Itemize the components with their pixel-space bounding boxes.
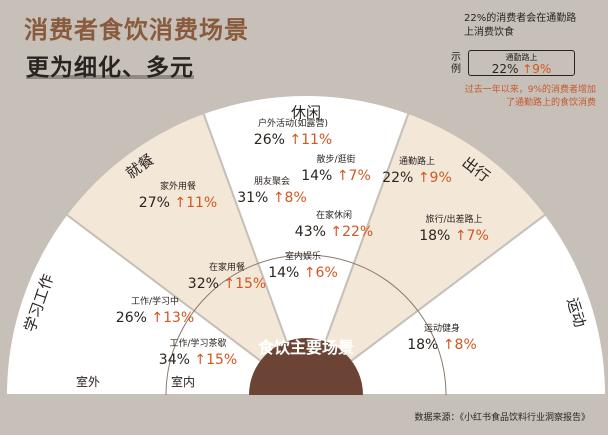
scene-name: 工作/学习茶歇 xyxy=(169,337,226,349)
scene-pct: 34% xyxy=(159,352,195,368)
up-arrow-icon: ↑ xyxy=(304,265,316,281)
scene-change: 6% xyxy=(316,265,338,281)
up-arrow-icon: ↑ xyxy=(455,228,467,244)
ring-label-indoor: 室内 xyxy=(171,374,195,389)
center-label: 食饮主要场景 xyxy=(257,338,354,357)
scene-name: 朋友聚会 xyxy=(254,175,290,187)
scene-name: 工作/学习中 xyxy=(131,295,179,307)
scene-pct: 14% xyxy=(268,265,304,281)
ring-label-outdoor: 室外 xyxy=(76,374,100,389)
scene-change: 8% xyxy=(455,337,477,353)
scene-pct: 32% xyxy=(188,276,224,292)
scene-value: 22% ↑9% xyxy=(382,170,452,186)
scene-value: 18% ↑8% xyxy=(407,337,477,353)
scene-pct: 27% xyxy=(139,195,175,211)
scene-change: 7% xyxy=(467,228,489,244)
scene-change: 13% xyxy=(163,310,194,326)
scene-value: 27% ↑11% xyxy=(139,195,217,211)
page-subtitle: 更为细化、多元 xyxy=(26,55,194,81)
sector-出行 xyxy=(303,111,547,398)
scene-change: 11% xyxy=(301,132,332,148)
scene-change: 11% xyxy=(186,195,217,211)
scene-name: 通勤路上 xyxy=(399,155,435,167)
sector-休闲 xyxy=(202,94,410,398)
center-core xyxy=(249,338,363,395)
subtitle-underline xyxy=(26,75,194,79)
legend-example-pct: 22% xyxy=(491,62,519,76)
scene-change: 9% xyxy=(430,170,452,186)
up-arrow-icon: ↑ xyxy=(273,190,285,206)
scene-name: 室内娱乐 xyxy=(285,250,321,262)
scene-change: 22% xyxy=(342,224,373,240)
scene-name: 户外活动(如露营) xyxy=(258,117,328,129)
scene-name: 旅行/出差路上 xyxy=(425,213,482,225)
scene-value: 14% ↑6% xyxy=(268,265,338,281)
scene-pct: 26% xyxy=(254,132,290,148)
scene-name: 散步/逛街 xyxy=(316,153,355,165)
legend-example-box: 通勤路上 22% ↑9% xyxy=(468,50,575,76)
sector-运动 xyxy=(303,213,608,396)
scene-value: 34% ↑15% xyxy=(159,352,237,368)
scene-change: 15% xyxy=(235,276,266,292)
scene-change: 15% xyxy=(206,352,237,368)
up-arrow-icon: ↑ xyxy=(151,310,163,326)
up-arrow-icon: ↑ xyxy=(174,195,186,211)
scene-change: 8% xyxy=(285,190,307,206)
scene-pct: 22% xyxy=(382,170,418,186)
legend-description: 22%的消费者会在通勤路上消费饮食 xyxy=(464,13,577,38)
scene-pct: 26% xyxy=(116,310,152,326)
sector-就餐 xyxy=(65,111,309,398)
legend-example-name: 通勤路上 xyxy=(505,53,538,62)
scene-pct: 14% xyxy=(301,168,337,184)
legend-note: 过去一年以来，9%的消费者增加了通勤路上的食饮消费 xyxy=(464,85,596,108)
scene-value: 31% ↑8% xyxy=(237,190,307,206)
scene-value: 26% ↑13% xyxy=(116,310,194,326)
sector-学习工作 xyxy=(4,213,309,396)
scene-name: 在家休闲 xyxy=(316,209,352,221)
up-arrow-icon: ↑ xyxy=(289,132,301,148)
page-title: 消费者食饮消费场景 xyxy=(24,16,249,44)
legend-example-change: 9% xyxy=(532,62,552,76)
up-arrow-icon: ↑ xyxy=(330,224,342,240)
scene-value: 32% ↑15% xyxy=(188,276,266,292)
up-arrow-icon: ↑ xyxy=(418,170,430,186)
up-arrow-icon: ↑ xyxy=(194,352,206,368)
legend-example-values: 22% ↑9% xyxy=(469,62,574,76)
scene-value: 14% ↑7% xyxy=(301,168,371,184)
scene-pct: 18% xyxy=(419,228,455,244)
up-arrow-icon: ↑ xyxy=(223,276,235,292)
scene-name: 运动健身 xyxy=(424,322,460,334)
scene-pct: 31% xyxy=(237,190,273,206)
scene-name: 家外用餐 xyxy=(160,180,196,192)
scene-value: 18% ↑7% xyxy=(419,228,489,244)
up-arrow-icon: ↑ xyxy=(443,337,455,353)
scene-pct: 43% xyxy=(295,224,331,240)
legend-example-label: 示例 xyxy=(451,52,461,75)
scene-pct: 18% xyxy=(407,337,443,353)
indoor-outdoor-arc xyxy=(165,254,447,396)
scene-value: 43% ↑22% xyxy=(295,224,373,240)
scene-value: 26% ↑11% xyxy=(254,132,332,148)
data-source: 数据来源：《小红书食品饮料行业洞察报告》 xyxy=(414,413,590,423)
scene-name: 在家用餐 xyxy=(209,261,245,273)
scene-change: 7% xyxy=(349,168,371,184)
up-arrow-icon: ↑ xyxy=(522,62,533,76)
category-label-休闲: 休闲 xyxy=(291,104,321,122)
up-arrow-icon: ↑ xyxy=(337,168,349,184)
